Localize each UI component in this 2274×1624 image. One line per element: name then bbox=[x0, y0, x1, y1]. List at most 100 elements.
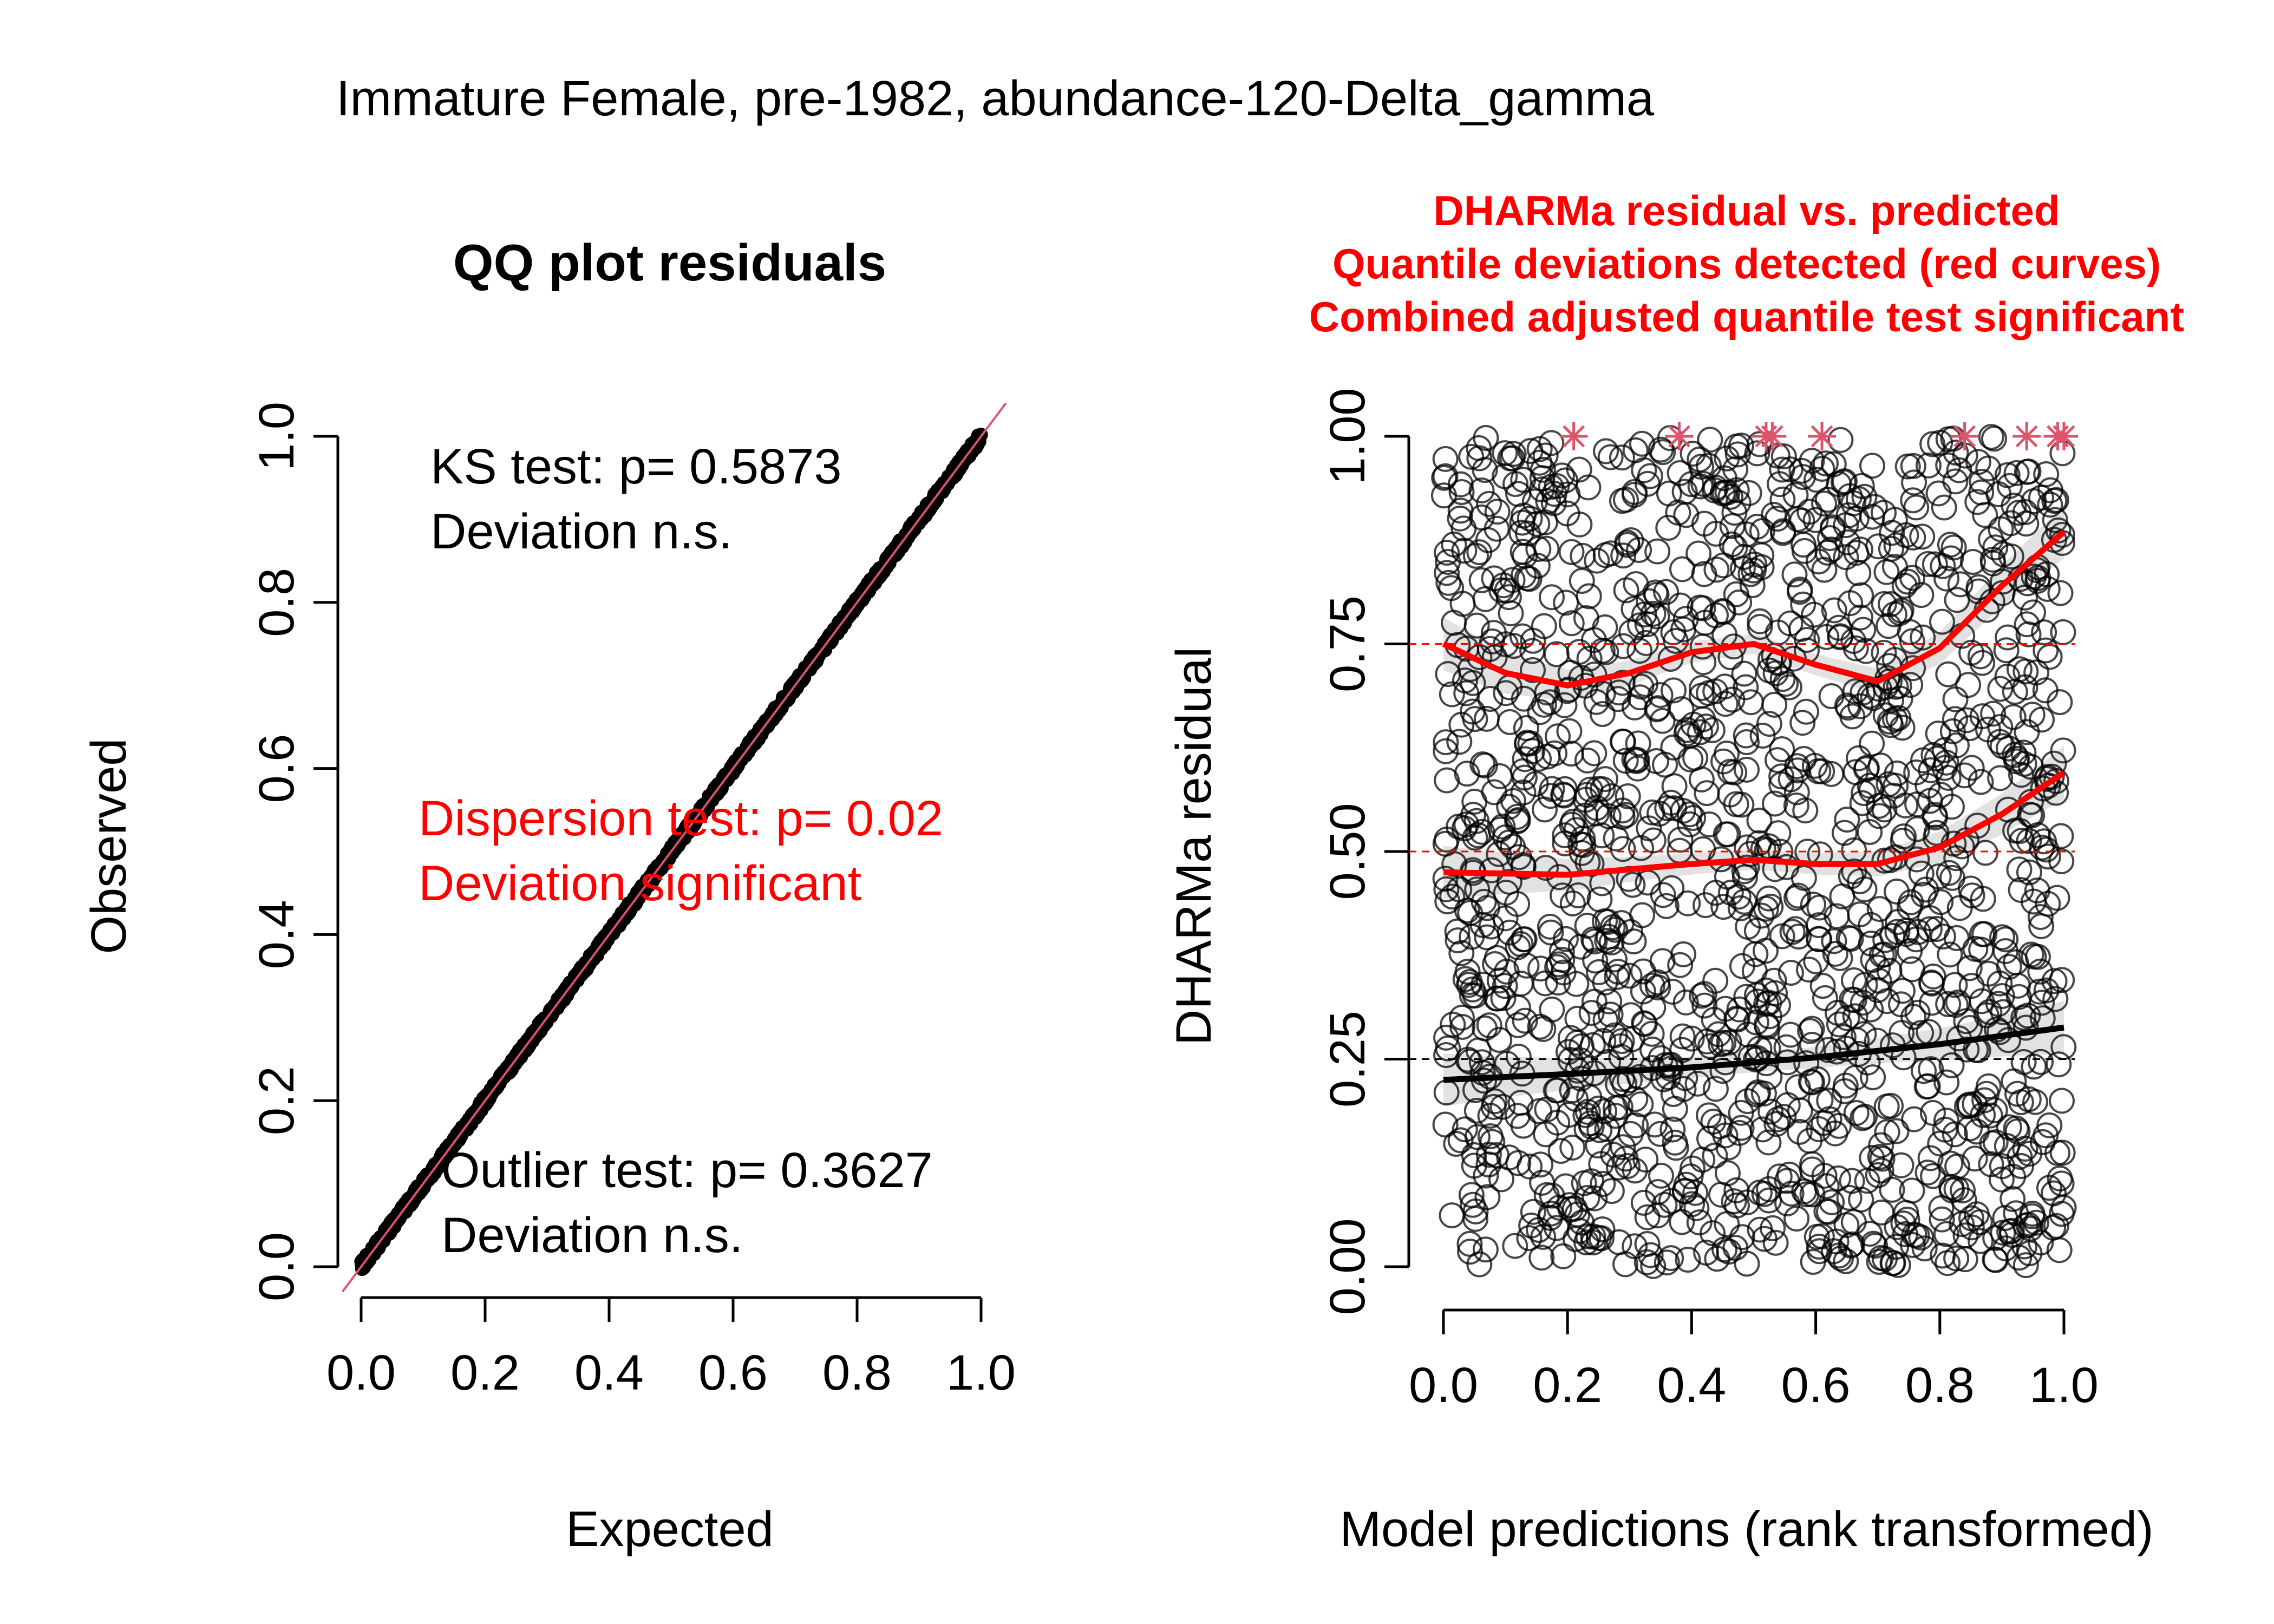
residual-point bbox=[1830, 1024, 1857, 1050]
residual-point bbox=[1899, 565, 1926, 591]
residual-point bbox=[1728, 433, 1754, 459]
residual-point bbox=[1606, 1154, 1632, 1181]
residual-point bbox=[1687, 719, 1713, 745]
residual-point bbox=[2019, 702, 2046, 728]
residual-point bbox=[1702, 1142, 1728, 1169]
qq-plot-panel: QQ plot residuals 0.0 0.2 0.4 0.6 0.8 1.00.00… bbox=[81, 234, 1016, 1557]
residual-point bbox=[1811, 556, 1838, 583]
residual-point bbox=[1508, 520, 1534, 546]
residual-point bbox=[1598, 1178, 1625, 1204]
residual-point bbox=[1705, 1021, 1731, 1047]
residual-point bbox=[1916, 916, 1943, 942]
residual-point bbox=[1673, 720, 1700, 746]
residual-point bbox=[1477, 686, 1504, 712]
residual-point bbox=[1581, 662, 1608, 688]
residual-point bbox=[1831, 820, 1858, 846]
residual-point bbox=[1447, 505, 1473, 532]
qq-y-tick-label: 0.0 bbox=[249, 1232, 304, 1301]
residual-point bbox=[1714, 740, 1740, 767]
residual-point bbox=[1590, 1170, 1616, 1197]
residual-point bbox=[1527, 955, 1553, 982]
residual-point bbox=[1924, 745, 1950, 772]
residual-point bbox=[1569, 840, 1595, 866]
residual-point bbox=[1839, 703, 1866, 730]
residual-point bbox=[2021, 943, 2047, 970]
residual-point bbox=[1877, 708, 1903, 735]
residual-point bbox=[1995, 624, 2021, 651]
residual-point bbox=[1556, 718, 1583, 744]
residual-point bbox=[1800, 1249, 1826, 1275]
residual-point bbox=[1646, 801, 1673, 827]
residual-point bbox=[1522, 488, 1548, 515]
residual-point bbox=[2014, 459, 2040, 485]
residual-point bbox=[1883, 1118, 1910, 1144]
residual-point bbox=[1459, 698, 1486, 725]
residual-point bbox=[1942, 686, 1969, 712]
residual-point bbox=[1873, 1093, 1900, 1120]
qq-x-tick-label: 1.0 bbox=[946, 1345, 1016, 1400]
residual-point bbox=[1530, 1223, 1557, 1250]
residual-point bbox=[1783, 1206, 1810, 1232]
residual-point bbox=[1866, 896, 1893, 922]
residual-point bbox=[2044, 1140, 2071, 1166]
residual-point bbox=[1684, 1070, 1711, 1097]
residual-point bbox=[1434, 540, 1460, 566]
residual-point bbox=[1848, 582, 1874, 608]
residual-point bbox=[1475, 1151, 1502, 1178]
residual-point bbox=[1882, 706, 1909, 732]
residual-point bbox=[1663, 1135, 1689, 1161]
residual-point bbox=[1849, 1105, 1876, 1131]
residual-point bbox=[1531, 691, 1557, 718]
residual-point bbox=[1448, 940, 1475, 966]
qq-x-tick-label: 0.8 bbox=[822, 1345, 892, 1400]
residual-point bbox=[1884, 919, 1911, 945]
residual-point bbox=[1751, 1181, 1778, 1207]
residual-point bbox=[1778, 959, 1804, 986]
residual-x-tick-label: 0.8 bbox=[1905, 1358, 1975, 1413]
residual-point bbox=[1676, 801, 1703, 828]
residual-point bbox=[1454, 761, 1480, 787]
residual-point bbox=[1972, 840, 1998, 866]
residual-point bbox=[1827, 624, 1853, 651]
residual-point bbox=[1731, 660, 1757, 687]
residual-point bbox=[1694, 780, 1720, 807]
qq-x-tick-label: 0.2 bbox=[450, 1345, 520, 1400]
qq-axes: 0.0 0.2 0.4 0.6 0.8 1.0 0.0 0.2 0.4 0.6 0.8 1.0 bbox=[249, 402, 1016, 1400]
residual-point bbox=[2012, 1252, 2039, 1279]
residual-point bbox=[1843, 1099, 1870, 1126]
residual-point bbox=[1908, 582, 1935, 608]
residual-point bbox=[1787, 577, 1813, 603]
residual-point bbox=[1489, 1093, 1516, 1120]
residual-point bbox=[1554, 481, 1581, 508]
residual-point bbox=[1958, 639, 1985, 666]
residual-point bbox=[1466, 445, 1493, 472]
residual-point bbox=[1461, 788, 1488, 815]
residual-point bbox=[1612, 1251, 1639, 1278]
residual-point bbox=[1493, 958, 1520, 985]
residual-point bbox=[1574, 1185, 1600, 1212]
residual-point bbox=[1811, 1162, 1838, 1189]
residual-point bbox=[1930, 923, 1956, 949]
residual-point bbox=[1701, 1006, 1727, 1033]
residual-point bbox=[1712, 1122, 1739, 1149]
residual-point bbox=[1769, 486, 1796, 513]
residual-point bbox=[2016, 859, 2042, 886]
residual-point bbox=[1868, 942, 1895, 968]
residual-point bbox=[2029, 990, 2055, 1016]
residual-point bbox=[1734, 1250, 1760, 1277]
residual-point bbox=[1992, 926, 2019, 953]
residual-point bbox=[1903, 759, 1930, 785]
residual-point bbox=[1853, 755, 1880, 781]
dispersion-deviation-text: Deviation significant bbox=[419, 856, 861, 911]
residual-point bbox=[1931, 737, 1958, 763]
residual-point bbox=[1669, 1023, 1696, 1050]
residual-point bbox=[1452, 1116, 1478, 1143]
quantile-curve-0.5 bbox=[1443, 770, 2066, 878]
figure-title: Immature Female, pre-1982, abundance-120… bbox=[336, 71, 1655, 126]
residual-point bbox=[1869, 1145, 1896, 1172]
residual-point bbox=[1446, 729, 1473, 755]
residual-point bbox=[1623, 1112, 1649, 1138]
residual-point bbox=[1956, 955, 1983, 981]
residual-point bbox=[1958, 973, 1985, 999]
residual-point bbox=[1762, 660, 1789, 686]
